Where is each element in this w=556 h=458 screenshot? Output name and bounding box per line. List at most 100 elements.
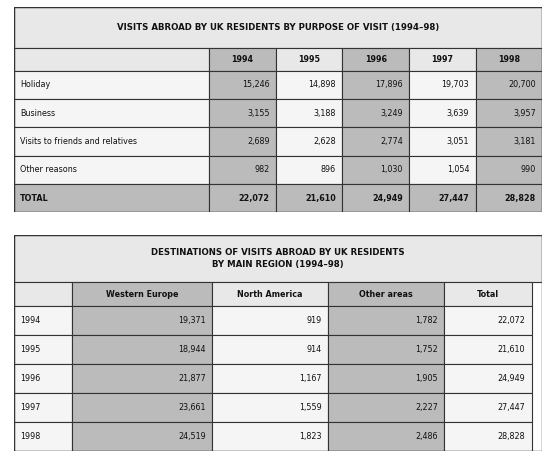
- Bar: [72, 335, 212, 364]
- Text: Other areas: Other areas: [359, 290, 413, 299]
- Bar: [14, 156, 210, 184]
- Text: Holiday: Holiday: [20, 80, 51, 89]
- Text: 27,447: 27,447: [498, 403, 525, 412]
- Bar: [14, 234, 542, 282]
- Bar: [444, 282, 532, 306]
- Bar: [276, 99, 342, 127]
- Bar: [212, 335, 328, 364]
- Text: 18,944: 18,944: [178, 345, 206, 354]
- Text: 20,700: 20,700: [508, 80, 536, 89]
- Bar: [342, 156, 409, 184]
- Text: 2,774: 2,774: [380, 137, 403, 146]
- Text: 1,167: 1,167: [299, 374, 322, 383]
- Bar: [444, 364, 532, 393]
- Bar: [212, 393, 328, 422]
- Text: Western Europe: Western Europe: [106, 290, 178, 299]
- Text: 1994: 1994: [232, 55, 254, 64]
- Text: Business: Business: [20, 109, 56, 118]
- Bar: [276, 127, 342, 156]
- Text: VISITS ABROAD BY UK RESIDENTS BY PURPOSE OF VISIT (1994–98): VISITS ABROAD BY UK RESIDENTS BY PURPOSE…: [117, 23, 439, 32]
- Text: 919: 919: [306, 316, 322, 325]
- Text: 3,639: 3,639: [446, 109, 469, 118]
- Text: 2,689: 2,689: [247, 137, 270, 146]
- Bar: [328, 282, 444, 306]
- Text: 19,371: 19,371: [178, 316, 206, 325]
- Bar: [14, 364, 72, 393]
- Bar: [72, 422, 212, 451]
- Bar: [210, 99, 276, 127]
- Bar: [276, 184, 342, 213]
- Bar: [475, 99, 542, 127]
- Bar: [276, 156, 342, 184]
- Bar: [342, 71, 409, 99]
- Bar: [210, 127, 276, 156]
- Text: 24,949: 24,949: [498, 374, 525, 383]
- Text: 21,610: 21,610: [498, 345, 525, 354]
- Text: 23,661: 23,661: [178, 403, 206, 412]
- Text: 1,752: 1,752: [415, 345, 438, 354]
- Text: 1998: 1998: [20, 432, 41, 441]
- Bar: [14, 127, 210, 156]
- Text: 3,155: 3,155: [247, 109, 270, 118]
- Text: 2,628: 2,628: [314, 137, 336, 146]
- Bar: [276, 71, 342, 99]
- Bar: [72, 364, 212, 393]
- Text: 1995: 1995: [298, 55, 320, 64]
- Text: Other reasons: Other reasons: [20, 165, 77, 174]
- Text: 1994: 1994: [20, 316, 41, 325]
- Bar: [409, 71, 475, 99]
- Bar: [342, 184, 409, 213]
- Text: 27,447: 27,447: [439, 194, 469, 203]
- Bar: [72, 393, 212, 422]
- Text: 19,703: 19,703: [441, 80, 469, 89]
- Bar: [14, 422, 72, 451]
- Text: 3,051: 3,051: [446, 137, 469, 146]
- Text: 21,877: 21,877: [178, 374, 206, 383]
- Bar: [276, 48, 342, 71]
- Text: 1997: 1997: [20, 403, 41, 412]
- Bar: [14, 393, 72, 422]
- Bar: [14, 282, 72, 306]
- Bar: [475, 184, 542, 213]
- Text: 3,249: 3,249: [380, 109, 403, 118]
- Bar: [342, 48, 409, 71]
- Text: 28,828: 28,828: [498, 432, 525, 441]
- Text: 22,072: 22,072: [239, 194, 270, 203]
- Text: 14,898: 14,898: [309, 80, 336, 89]
- Bar: [328, 393, 444, 422]
- Bar: [212, 306, 328, 335]
- Bar: [342, 127, 409, 156]
- Text: 3,181: 3,181: [513, 137, 536, 146]
- Text: 990: 990: [520, 165, 536, 174]
- Bar: [210, 71, 276, 99]
- Text: 1,030: 1,030: [380, 165, 403, 174]
- Text: Visits to friends and relatives: Visits to friends and relatives: [20, 137, 137, 146]
- Text: 982: 982: [254, 165, 270, 174]
- Bar: [409, 156, 475, 184]
- Bar: [72, 306, 212, 335]
- Text: 1,054: 1,054: [446, 165, 469, 174]
- Text: 1998: 1998: [498, 55, 520, 64]
- Text: 1997: 1997: [431, 55, 453, 64]
- Bar: [210, 184, 276, 213]
- Bar: [475, 71, 542, 99]
- Bar: [14, 184, 210, 213]
- Text: 1996: 1996: [20, 374, 41, 383]
- Bar: [475, 48, 542, 71]
- Bar: [14, 306, 72, 335]
- Bar: [409, 127, 475, 156]
- Bar: [342, 99, 409, 127]
- Text: DESTINATIONS OF VISITS ABROAD BY UK RESIDENTS
BY MAIN REGION (1994–98): DESTINATIONS OF VISITS ABROAD BY UK RESI…: [151, 248, 405, 269]
- Text: 21,610: 21,610: [305, 194, 336, 203]
- Bar: [444, 393, 532, 422]
- Text: 1996: 1996: [365, 55, 387, 64]
- Text: 914: 914: [307, 345, 322, 354]
- Bar: [14, 71, 210, 99]
- Text: 896: 896: [321, 165, 336, 174]
- Bar: [212, 364, 328, 393]
- Bar: [475, 127, 542, 156]
- Text: 3,188: 3,188: [314, 109, 336, 118]
- Text: 1,559: 1,559: [299, 403, 322, 412]
- Text: 3,957: 3,957: [513, 109, 536, 118]
- Bar: [210, 48, 276, 71]
